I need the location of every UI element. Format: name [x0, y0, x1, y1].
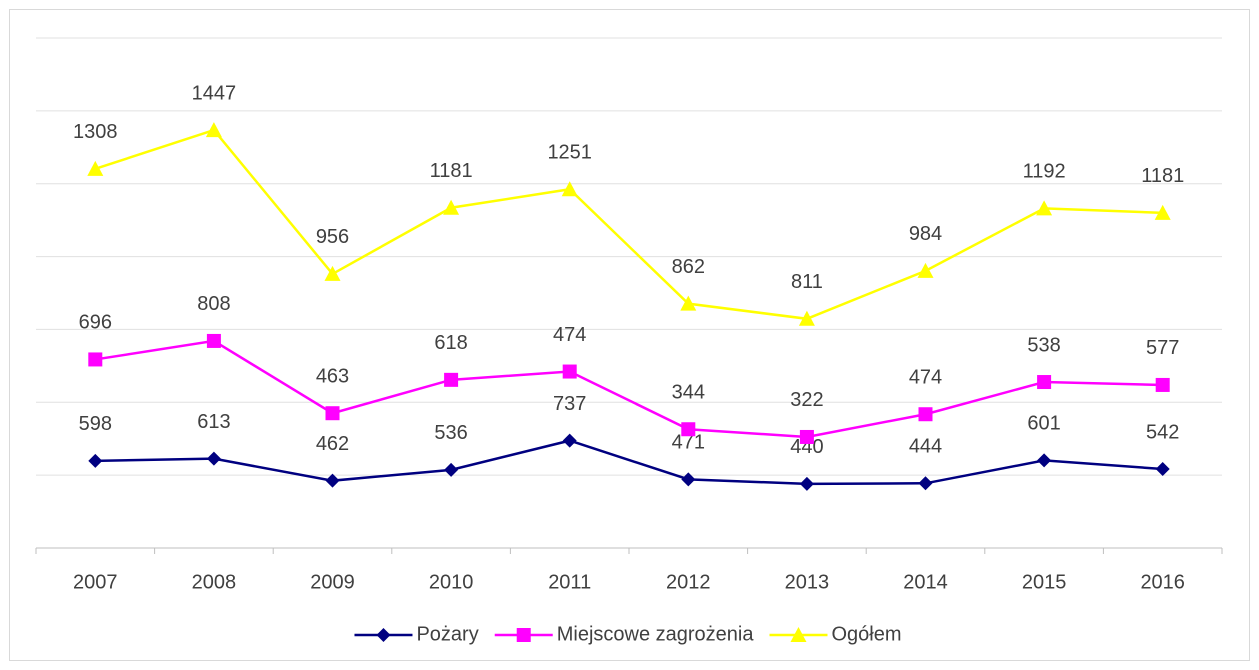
x-tick-label: 2010 — [429, 571, 474, 593]
marker — [205, 122, 222, 138]
data-label: 536 — [434, 422, 467, 444]
marker — [798, 310, 815, 326]
series-line — [94, 128, 1163, 321]
x-tick-label: 2008 — [192, 571, 237, 593]
data-label: 808 — [197, 293, 230, 315]
marker — [1037, 453, 1052, 468]
data-label: 542 — [1146, 421, 1179, 443]
data-label: 344 — [672, 382, 705, 404]
legend-marker — [790, 627, 807, 642]
legend-label: Miejscowe zagrożenia — [557, 623, 755, 645]
legend-marker — [516, 628, 531, 642]
marker — [562, 364, 577, 379]
data-label: 474 — [909, 367, 942, 389]
data-label: 811 — [791, 271, 823, 293]
data-label: 1447 — [192, 82, 237, 104]
data-label: 471 — [672, 432, 705, 454]
data-label: 613 — [197, 411, 230, 433]
marker — [681, 472, 696, 487]
marker — [1155, 377, 1170, 392]
data-label: 538 — [1027, 334, 1060, 356]
data-label: 474 — [553, 324, 586, 346]
data-label: 440 — [790, 436, 823, 458]
data-label: 1251 — [547, 142, 592, 164]
data-label: 618 — [434, 332, 467, 354]
data-label: 737 — [553, 393, 586, 415]
data-label: 984 — [909, 223, 942, 245]
marker — [561, 181, 578, 197]
marker — [1036, 200, 1053, 216]
data-label: 598 — [79, 413, 112, 435]
data-label: 1181 — [430, 160, 473, 182]
chart-border — [9, 9, 1250, 661]
marker — [918, 407, 933, 422]
marker — [325, 406, 340, 421]
marker — [680, 295, 697, 311]
legend-label: Ogółem — [831, 623, 901, 645]
marker — [325, 473, 340, 488]
data-label: 956 — [316, 226, 349, 248]
marker — [1155, 462, 1170, 477]
data-label: 463 — [316, 365, 349, 387]
legend-marker — [376, 628, 391, 642]
data-label: 862 — [672, 256, 705, 278]
marker — [444, 372, 459, 387]
x-tick-label: 2007 — [73, 571, 118, 593]
data-label: 462 — [316, 433, 349, 455]
x-tick-label: 2011 — [548, 571, 591, 593]
marker — [562, 433, 577, 448]
marker — [799, 429, 814, 444]
legend-label: Pożary — [416, 623, 478, 645]
data-label: 1181 — [1141, 165, 1184, 187]
series-line — [95, 439, 1163, 486]
x-tick-label: 2014 — [903, 571, 948, 593]
marker — [917, 262, 934, 278]
x-tick-label: 2012 — [666, 571, 711, 593]
data-label: 1308 — [73, 121, 118, 143]
data-label: 601 — [1027, 413, 1060, 435]
x-tick-label: 2016 — [1140, 571, 1185, 593]
series-line — [95, 339, 1163, 439]
marker — [681, 422, 696, 437]
marker — [443, 199, 460, 215]
marker — [87, 160, 104, 176]
data-label: 577 — [1146, 337, 1179, 359]
data-label: 1192 — [1023, 161, 1066, 183]
marker — [88, 453, 103, 468]
data-label: 444 — [909, 436, 942, 458]
marker — [444, 462, 459, 477]
x-tick-label: 2013 — [785, 571, 830, 593]
marker — [206, 451, 221, 466]
marker — [206, 333, 221, 348]
x-tick-label: 2015 — [1022, 571, 1067, 593]
marker — [324, 265, 341, 281]
data-label: 322 — [790, 389, 823, 411]
marker — [918, 476, 933, 491]
data-label: 696 — [79, 312, 112, 334]
x-tick-label: 2009 — [310, 571, 355, 593]
marker — [1037, 375, 1052, 390]
marker — [1154, 204, 1171, 220]
marker — [88, 352, 103, 367]
marker — [799, 476, 814, 491]
